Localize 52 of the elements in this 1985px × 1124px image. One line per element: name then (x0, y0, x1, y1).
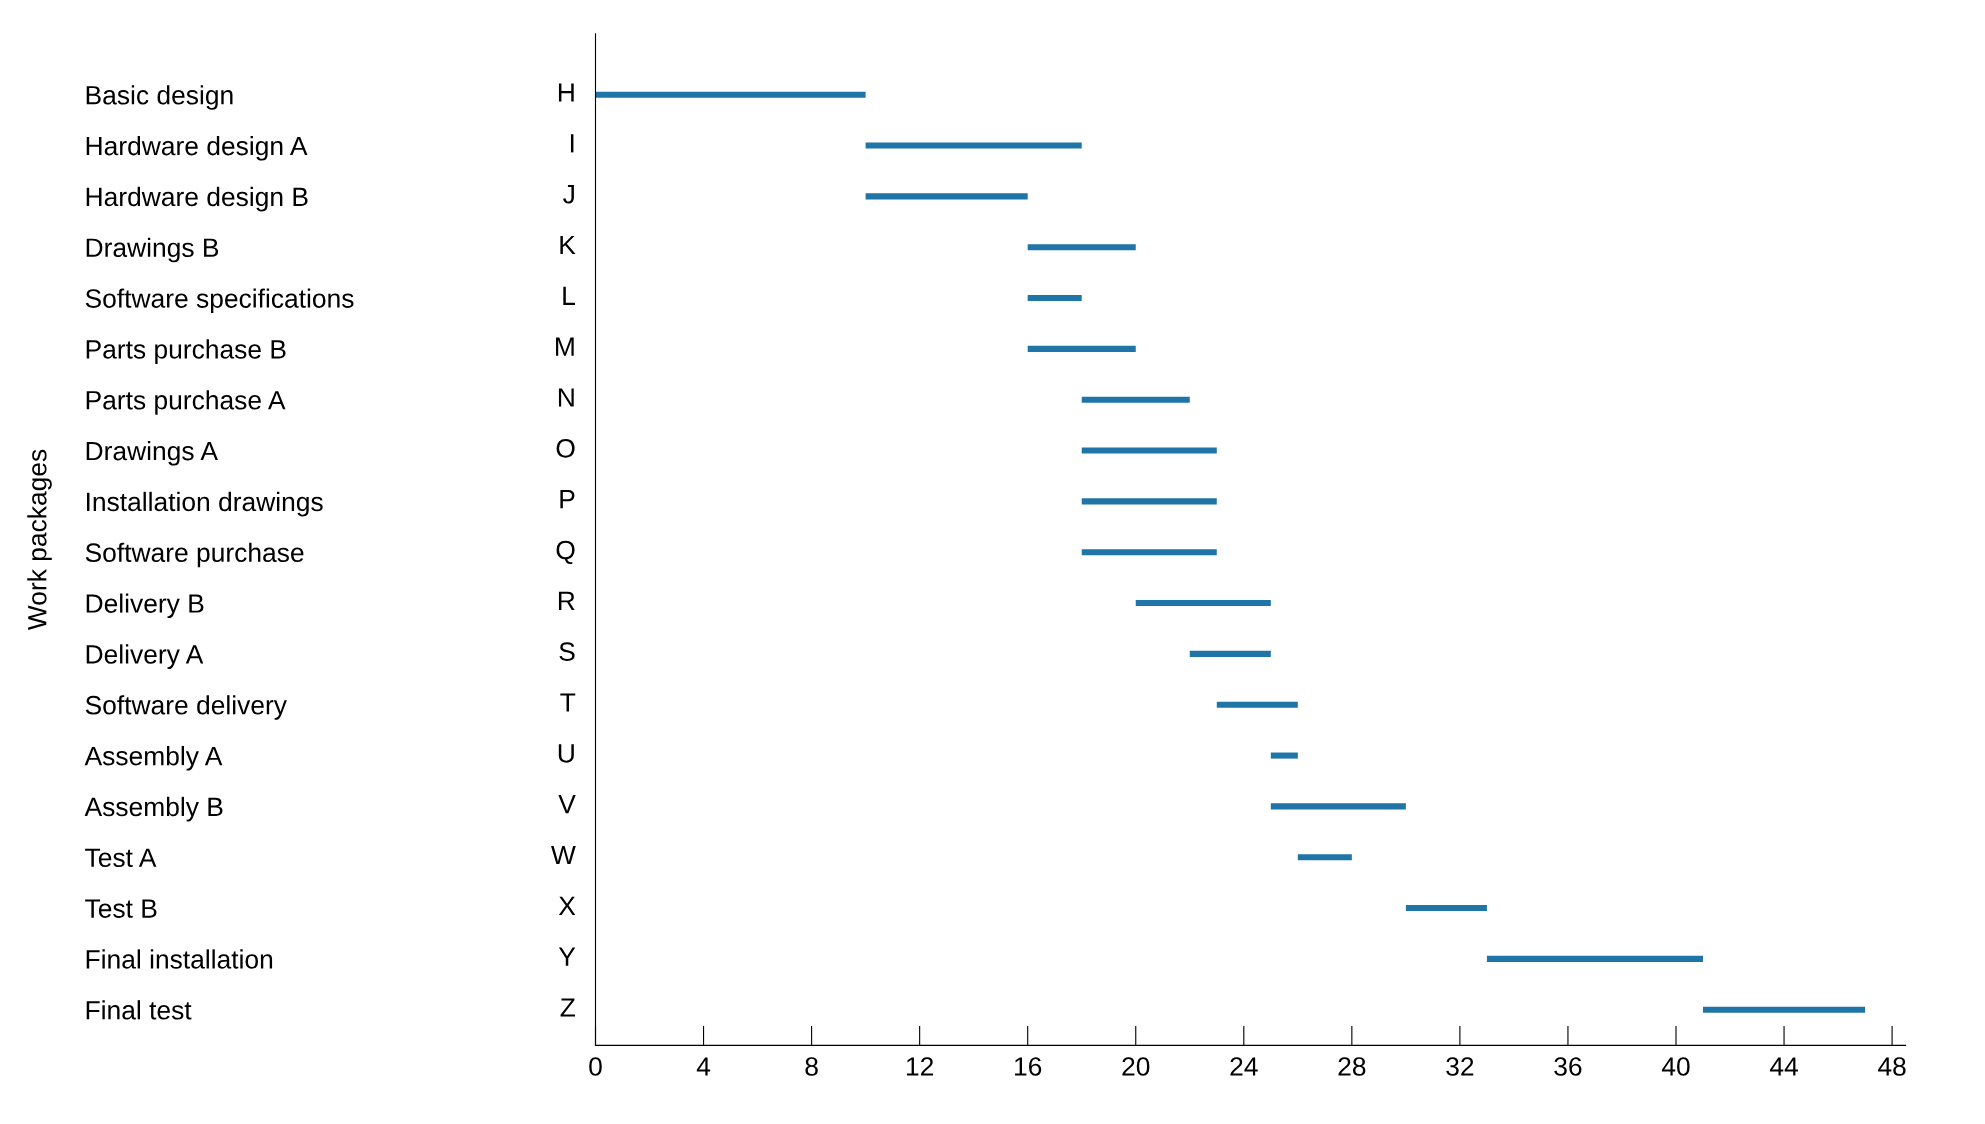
y-tick-label: Assembly B (84, 796, 223, 822)
x-tick-label: 20 (1122, 1057, 1150, 1076)
x-tick-label: 48 (1878, 1057, 1906, 1076)
y2-tick-label: V (558, 795, 576, 814)
y2-tick-label: Y (558, 947, 576, 966)
y2-tick-label: X (558, 896, 576, 915)
y2-tick-label: W (551, 845, 576, 865)
y2-tick-label: J (563, 185, 574, 204)
y-tick-label: Parts purchase A (86, 390, 286, 415)
y2-tick-label: T (560, 693, 576, 712)
x-tick-label: 8 (805, 1057, 818, 1076)
y-tick-label: Software specifications (85, 288, 354, 314)
y-tick-label: Parts purchase B (86, 339, 286, 364)
y-tick-label: Delivery B (86, 593, 204, 619)
y-tick-label: Basic design (86, 85, 233, 110)
y2-tick-label: K (560, 235, 576, 255)
y-tick-label: Software purchase (85, 542, 304, 568)
y2-tick-label: U (558, 744, 574, 763)
x-tick-label: 24 (1230, 1057, 1258, 1076)
y-tick-label: Test B (85, 899, 157, 918)
y2-tick-label: S (559, 642, 575, 661)
x-tick-label: 0 (589, 1057, 602, 1076)
x-tick-label: 12 (906, 1057, 933, 1076)
y2-tick-label: H (558, 83, 574, 102)
y-tick-label: Installation drawings (87, 491, 323, 517)
y2-tick-label: Q (556, 540, 575, 565)
x-tick-label: 16 (1015, 1057, 1042, 1076)
y-axis-title: Work packages (27, 449, 52, 631)
y-tick-label: Test A (85, 848, 157, 868)
y-tick-label: Hardware design A (86, 135, 308, 161)
y-tick-label: Software delivery (85, 695, 287, 720)
y-tick-label: Delivery A (86, 644, 204, 669)
x-tick-label: 40 (1661, 1057, 1690, 1076)
y2-tick-label: M (556, 337, 574, 356)
y2-tick-label: L (563, 286, 575, 305)
y2-tick-label: N (558, 388, 574, 407)
y2-tick-label: P (560, 490, 575, 509)
y-tick-label: Final test (86, 1000, 192, 1020)
x-tick-label: 32 (1446, 1057, 1474, 1076)
x-tick-label: 44 (1769, 1057, 1798, 1076)
y2-tick-label: I (570, 134, 574, 153)
y-tick-label: Drawings A (86, 441, 218, 466)
y-tick-label: Drawings B (86, 237, 219, 263)
y2-tick-label: Z (560, 998, 576, 1017)
y-tick-label: Hardware design B (86, 186, 308, 212)
x-tick-label: 4 (696, 1057, 711, 1076)
y2-tick-label: R (558, 591, 575, 610)
x-tick-label: 36 (1554, 1057, 1582, 1076)
y2-tick-label: O (556, 438, 575, 458)
y-tick-label: Assembly A (84, 746, 223, 771)
x-tick-label: 28 (1338, 1057, 1366, 1076)
y-tick-label: Final installation (86, 949, 273, 969)
